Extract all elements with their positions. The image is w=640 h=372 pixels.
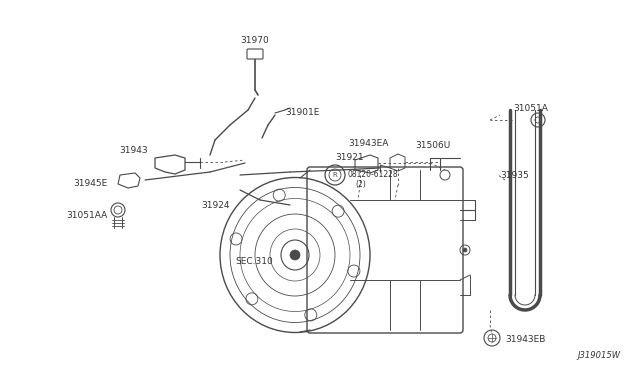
Text: R: R (333, 172, 337, 178)
Text: 31970: 31970 (241, 36, 269, 45)
Text: SEC.310: SEC.310 (235, 257, 273, 266)
Text: 31051AA: 31051AA (67, 211, 108, 219)
Text: 31935: 31935 (500, 170, 529, 180)
Text: 08120-61228: 08120-61228 (348, 170, 399, 179)
Text: 31051A: 31051A (513, 103, 548, 112)
Text: 31506U: 31506U (415, 141, 451, 150)
Text: 31945E: 31945E (74, 179, 108, 187)
Text: (2): (2) (355, 180, 365, 189)
Text: 31924: 31924 (202, 201, 230, 209)
Text: 31901E: 31901E (285, 108, 319, 116)
Text: 31943EA: 31943EA (348, 139, 388, 148)
Text: J319015W: J319015W (577, 351, 620, 360)
FancyBboxPatch shape (307, 167, 463, 333)
FancyBboxPatch shape (247, 49, 263, 59)
Text: 31943EB: 31943EB (505, 336, 545, 344)
Text: 31921: 31921 (336, 153, 364, 162)
Ellipse shape (290, 250, 300, 260)
Circle shape (463, 248, 467, 252)
Text: 31943: 31943 (120, 145, 148, 154)
